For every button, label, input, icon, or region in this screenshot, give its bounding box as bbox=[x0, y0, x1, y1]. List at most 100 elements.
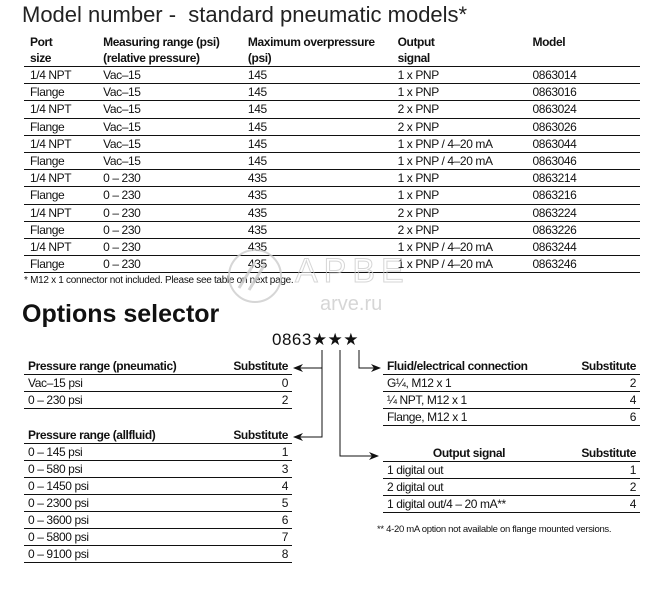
option-label: 0 – 230 psi bbox=[24, 391, 216, 409]
table-cell: 0 – 230 bbox=[97, 238, 242, 257]
table-cell: Vac–15 bbox=[97, 66, 242, 85]
table-cell: 145 bbox=[241, 152, 392, 171]
table-row: 2 digital out 2 bbox=[383, 478, 640, 496]
header-row: Pressure range (pneumatic) Substitute bbox=[24, 359, 292, 375]
table-cell: 145 bbox=[241, 135, 392, 153]
table-cell: Flange bbox=[24, 83, 98, 102]
column-header: Maximum overpressure (psi) bbox=[242, 34, 392, 67]
table-row: 0 – 145 psi 1 bbox=[24, 443, 292, 461]
table-row: Flange 0 – 230 435 1 x PNP / 4–20 mA 0863246 bbox=[24, 255, 640, 274]
table-cell: 0 – 230 bbox=[97, 204, 242, 222]
option-code: 7 bbox=[207, 528, 292, 546]
table-row: Flange 0 – 230 435 2 x PNP 0863226 bbox=[24, 221, 640, 239]
option-code: 2 bbox=[215, 391, 292, 409]
header-line-1: Output bbox=[397, 35, 435, 49]
table-cell: 1/4 NPT bbox=[24, 66, 98, 85]
column-header: Port size bbox=[24, 34, 97, 67]
header-line-2: signal bbox=[397, 51, 431, 65]
table-row: 1 digital out 1 bbox=[383, 461, 640, 479]
footnote-connector: * M12 x 1 connector not included. Please… bbox=[24, 275, 294, 286]
option-label: 0 – 2300 psi bbox=[24, 494, 208, 512]
table-cell: 0 – 230 bbox=[97, 186, 242, 205]
table-row: 1/4 NPT 0 – 230 435 1 x PNP 0863214 bbox=[24, 169, 640, 188]
arrow-connection bbox=[358, 350, 381, 372]
allfluid-range-table: Pressure range (allfluid) Substitute 0 – 1… bbox=[24, 428, 292, 563]
option-code: 6 bbox=[563, 408, 640, 426]
table-cell: 0863244 bbox=[526, 238, 640, 257]
watermark-icon: АРВЕ arve.ru bbox=[228, 249, 410, 315]
table-cell: 435 bbox=[241, 204, 392, 222]
option-code: 0 bbox=[215, 374, 292, 392]
table-row: 1/4 NPT Vac–15 145 1 x PNP 0863014 bbox=[24, 66, 640, 85]
footnote-4-20ma: ** 4-20 mA option not available on flang… bbox=[377, 524, 612, 535]
option-label: Vac–15 psi bbox=[24, 374, 216, 392]
table-row: 0 – 1450 psi 4 bbox=[24, 477, 292, 495]
table-cell: 1/4 NPT bbox=[24, 169, 98, 188]
model-code: 0863★★★ bbox=[272, 330, 360, 349]
option-code: 6 bbox=[207, 511, 292, 529]
table-row: Flange Vac–15 145 2 x PNP 0863026 bbox=[24, 118, 640, 136]
svg-text:arve.ru: arve.ru bbox=[320, 293, 382, 314]
table-row: 0 – 5800 psi 7 bbox=[24, 528, 292, 546]
table-cell: Vac–15 bbox=[97, 83, 242, 102]
arrow-pneumatic bbox=[293, 350, 323, 372]
page-title: Model number - standard pneumatic models… bbox=[22, 2, 468, 27]
arrow-output bbox=[339, 350, 379, 460]
option-label: 2 digital out bbox=[383, 478, 555, 496]
table-cell: 1 x PNP bbox=[391, 66, 527, 85]
option-label: 0 – 9100 psi bbox=[24, 545, 208, 563]
option-code: 8 bbox=[207, 545, 292, 563]
option-code: 2 bbox=[554, 478, 640, 496]
table-cell: Flange bbox=[24, 221, 98, 239]
table-cell: Flange bbox=[24, 186, 98, 205]
table-row: 0 – 230 psi 2 bbox=[24, 391, 292, 409]
table-cell: 1/4 NPT bbox=[24, 238, 98, 257]
option-label: 0 – 580 psi bbox=[24, 460, 208, 478]
table-row: 0 – 2300 psi 5 bbox=[24, 494, 292, 512]
table-row: Flange 0 – 230 435 1 x PNP 0863216 bbox=[24, 186, 640, 205]
table-cell: 0 – 230 bbox=[97, 169, 242, 188]
table-row: 1/4 NPT Vac–15 145 1 x PNP / 4–20 mA 0863044 bbox=[24, 135, 640, 153]
table-cell: Vac–15 bbox=[97, 100, 242, 119]
table-row: 0 – 9100 psi 8 bbox=[24, 545, 292, 563]
table-cell: 145 bbox=[241, 100, 392, 119]
table-cell: 1 x PNP / 4–20 mA bbox=[391, 255, 527, 274]
table-cell: 1 x PNP / 4–20 mA bbox=[391, 135, 527, 153]
column-header: Pressure range (allfluid) bbox=[24, 428, 208, 444]
column-header: Model bbox=[527, 34, 640, 67]
option-label: 0 – 5800 psi bbox=[24, 528, 208, 546]
header-line-1: Port bbox=[30, 35, 53, 49]
watermark-logo: АРВЕ arve.ru bbox=[225, 244, 445, 319]
table-cell: 2 x PNP bbox=[391, 204, 527, 222]
table-cell: 0863226 bbox=[526, 221, 640, 239]
table-cell: 0863224 bbox=[526, 204, 640, 222]
option-label: Flange, M12 x 1 bbox=[383, 408, 564, 426]
option-code: 3 bbox=[207, 460, 292, 478]
table-cell: 1 x PNP bbox=[391, 83, 527, 102]
header-line-1: Measuring range (psi) bbox=[103, 35, 220, 49]
table-cell: 145 bbox=[241, 118, 392, 136]
option-code: 4 bbox=[207, 477, 292, 495]
table-cell: 0863044 bbox=[526, 135, 640, 153]
table-cell: 0863014 bbox=[526, 66, 640, 85]
table-cell: 0863216 bbox=[526, 186, 640, 205]
column-header: Measuring range (psi) (relative pressure) bbox=[97, 34, 242, 67]
table-cell: 1/4 NPT bbox=[24, 204, 98, 222]
header-line-1: Maximum overpressure bbox=[247, 35, 375, 49]
column-header: Substitute bbox=[215, 359, 292, 375]
table-row: Flange Vac–15 145 1 x PNP 0863016 bbox=[24, 83, 640, 102]
table-cell: 435 bbox=[241, 186, 392, 205]
option-label: 1 digital out bbox=[383, 461, 555, 479]
svg-text:АРВЕ: АРВЕ bbox=[295, 252, 410, 290]
table-cell: 145 bbox=[241, 66, 392, 85]
table-row: 0 – 580 psi 3 bbox=[24, 460, 292, 478]
output-signal-table: Output signal Substitute 1 digital out 1 2 d… bbox=[383, 446, 640, 513]
option-label: 0 – 145 psi bbox=[24, 443, 208, 461]
header-row: Pressure range (allfluid) Substitute bbox=[24, 428, 292, 444]
column-header: Substitute bbox=[563, 359, 640, 375]
pneumatic-range-table: Pressure range (pneumatic) Substitute Vac–… bbox=[24, 359, 292, 409]
table-row: Flange Vac–15 145 1 x PNP / 4–20 mA 0863046 bbox=[24, 152, 640, 171]
